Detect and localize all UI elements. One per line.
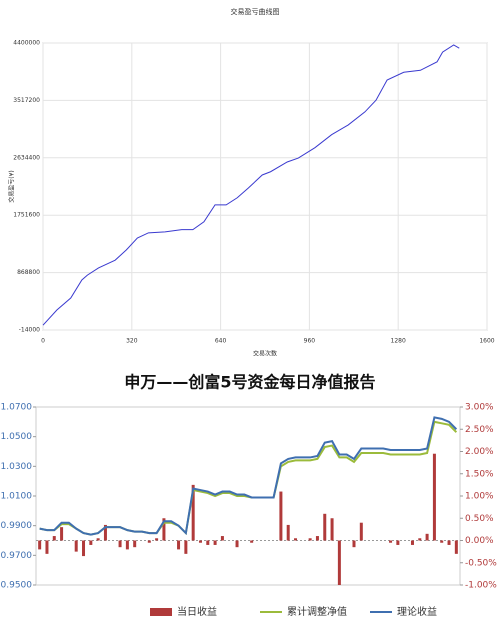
bar bbox=[89, 540, 93, 545]
bar bbox=[96, 538, 100, 541]
y2-tick-label: 2.00% bbox=[465, 447, 494, 457]
y2-tick-label: 0.50% bbox=[465, 514, 494, 524]
y-tick-label: 0.9900 bbox=[1, 521, 33, 531]
bar bbox=[103, 524, 107, 541]
bar bbox=[155, 538, 159, 541]
bar bbox=[147, 540, 151, 543]
bar bbox=[52, 536, 56, 541]
bar bbox=[118, 540, 122, 548]
bar bbox=[315, 536, 319, 541]
y-tick-label: 2634400 bbox=[13, 154, 40, 161]
bar bbox=[308, 538, 312, 541]
chart-title: 申万——创富5号资金每日净值报告 bbox=[124, 373, 375, 392]
bar bbox=[323, 513, 327, 541]
y2-tick-label: -1.00% bbox=[465, 581, 497, 591]
y-axis-label: 交易盈亏(¥) bbox=[8, 170, 16, 203]
legend-swatch bbox=[150, 608, 172, 616]
bar bbox=[213, 540, 217, 545]
y-tick-label: 1.0300 bbox=[1, 462, 33, 472]
x-tick-label: 960 bbox=[304, 338, 316, 345]
legend-label: 累计调整净值 bbox=[287, 605, 347, 618]
bar bbox=[184, 540, 188, 554]
bar bbox=[206, 540, 210, 545]
bar bbox=[45, 540, 49, 554]
x-axis-label: 交易次数 bbox=[253, 350, 277, 358]
bar bbox=[418, 538, 422, 541]
bar bbox=[294, 538, 298, 541]
bar bbox=[162, 518, 166, 541]
y-tick-label: 1751600 bbox=[13, 212, 40, 219]
bar bbox=[235, 540, 239, 548]
bar bbox=[198, 540, 202, 543]
data-line bbox=[42, 44, 460, 326]
y-tick-label: 1.0700 bbox=[1, 403, 33, 413]
x-tick-label: 1600 bbox=[479, 338, 494, 345]
bar bbox=[125, 540, 129, 550]
y-tick-label: -14000 bbox=[19, 327, 40, 334]
y2-tick-label: 0.00% bbox=[465, 536, 494, 546]
bar bbox=[447, 540, 451, 545]
chart-title: 交易盈亏曲线图 bbox=[231, 7, 280, 16]
data-line bbox=[39, 416, 458, 536]
x-tick-label: 320 bbox=[126, 338, 138, 345]
y2-tick-label: 2.50% bbox=[465, 425, 494, 435]
plot-area bbox=[42, 42, 488, 331]
y2-tick-label: 3.00% bbox=[465, 403, 494, 413]
y2-tick-label: 1.00% bbox=[465, 492, 494, 502]
bar bbox=[389, 540, 393, 543]
x-tick-label: 1280 bbox=[391, 338, 406, 345]
y-tick-label: 1.0500 bbox=[1, 432, 33, 442]
bar bbox=[82, 540, 86, 557]
y2-tick-label: -0.50% bbox=[465, 558, 497, 568]
bar bbox=[74, 540, 78, 552]
bar bbox=[432, 453, 436, 541]
x-tick-label: 0 bbox=[41, 338, 45, 345]
bar bbox=[337, 540, 341, 585]
y-tick-label: 868800 bbox=[17, 269, 40, 276]
y-tick-label: 3517200 bbox=[13, 97, 40, 104]
bar bbox=[191, 484, 195, 541]
bar bbox=[220, 536, 224, 541]
data-line bbox=[39, 420, 458, 536]
bar bbox=[440, 540, 444, 543]
bar bbox=[330, 518, 334, 541]
bar bbox=[38, 540, 42, 550]
bar bbox=[359, 522, 363, 541]
y-tick-label: 1.0100 bbox=[1, 492, 33, 502]
bar bbox=[177, 540, 181, 550]
bar bbox=[250, 540, 254, 543]
y-tick-label: 4400000 bbox=[13, 40, 40, 47]
bar bbox=[60, 527, 64, 541]
bar bbox=[425, 533, 429, 541]
legend-label: 理论收益 bbox=[397, 605, 437, 618]
bar bbox=[396, 540, 400, 545]
bar bbox=[352, 540, 356, 548]
bar bbox=[410, 540, 414, 545]
legend-label: 当日收益 bbox=[177, 605, 217, 618]
bar bbox=[133, 540, 137, 548]
bar bbox=[279, 491, 283, 541]
bar bbox=[286, 524, 290, 541]
y-tick-label: 0.9700 bbox=[1, 551, 33, 561]
y2-tick-label: 1.50% bbox=[465, 469, 494, 479]
bar bbox=[454, 540, 458, 554]
y-tick-label: 0.9500 bbox=[1, 581, 33, 591]
x-tick-label: 640 bbox=[215, 338, 227, 345]
